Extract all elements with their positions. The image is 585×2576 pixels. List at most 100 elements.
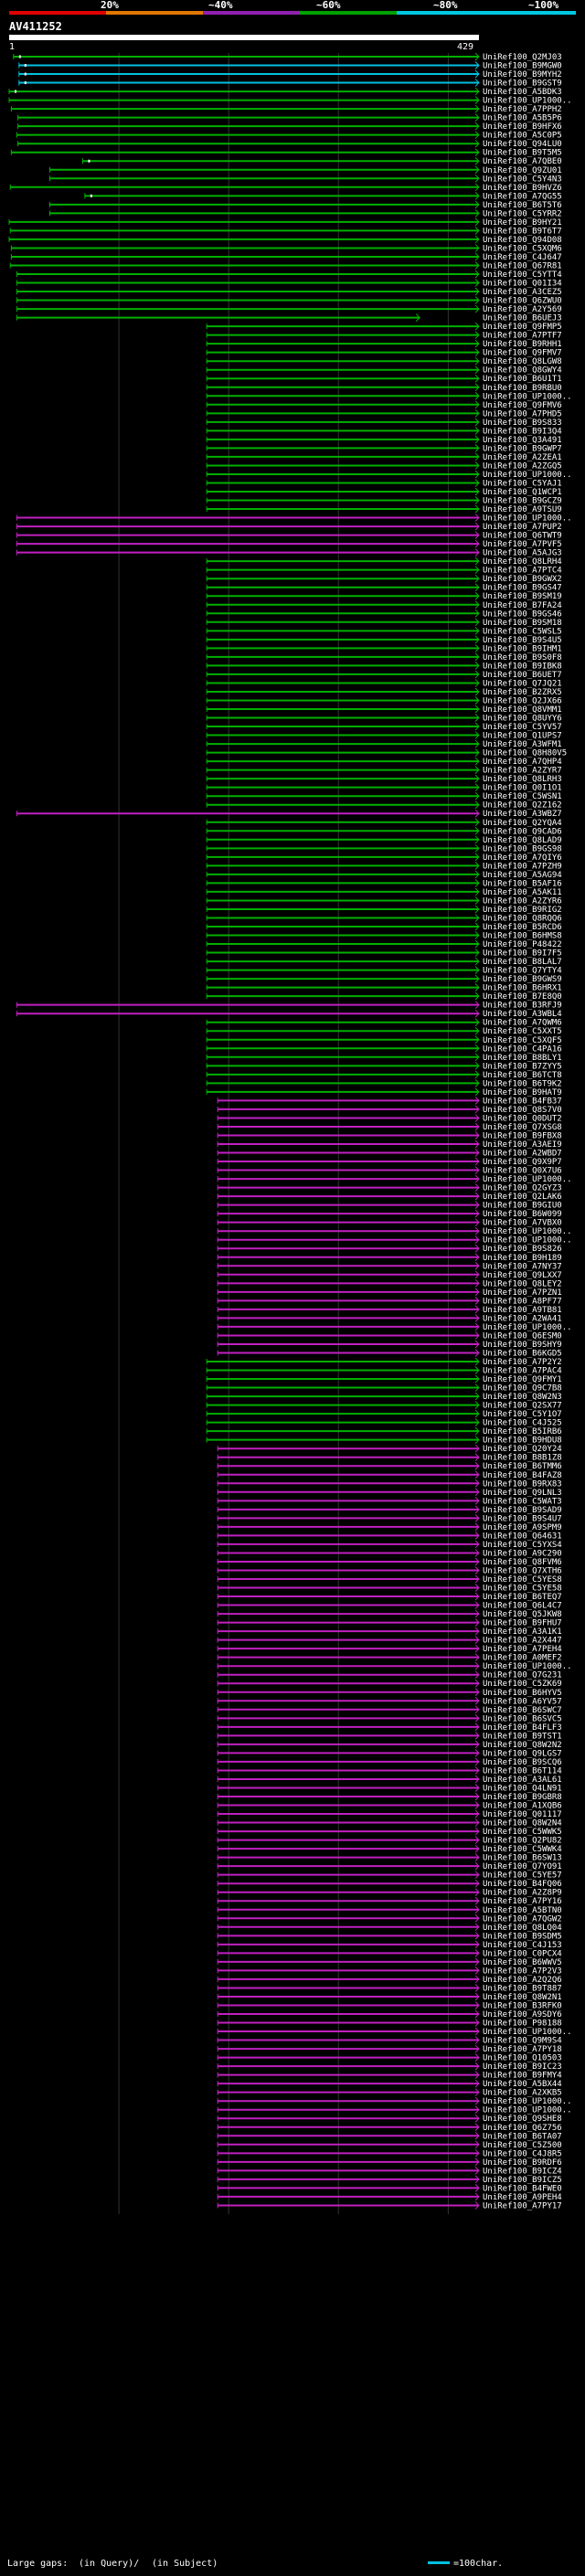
hit-row[interactable]: UniRef100_A7PAC4 bbox=[206, 1366, 562, 1376]
hit-row[interactable]: UniRef100_A7PZH9 bbox=[206, 862, 562, 871]
hit-label[interactable]: UniRef100_A7QWM6 bbox=[483, 1019, 562, 1028]
hit-row[interactable]: UniRef100_Q6L4C7 bbox=[217, 1601, 562, 1611]
hit-label[interactable]: UniRef100_P48422 bbox=[483, 940, 562, 949]
hit-label[interactable]: UniRef100_A7P2Y2 bbox=[483, 1358, 562, 1367]
hit-row[interactable]: UniRef100_B6T5T6 bbox=[48, 200, 562, 210]
hit-row[interactable]: UniRef100_B9I3Q4 bbox=[206, 427, 562, 436]
hit-row[interactable]: UniRef100_Q6ESM0 bbox=[217, 1331, 562, 1341]
hit-label[interactable]: UniRef100_A5C0P5 bbox=[483, 132, 562, 141]
hit-label[interactable]: UniRef100_Q9LGS7 bbox=[483, 1749, 562, 1758]
hit-row[interactable]: UniRef100_B9S833 bbox=[206, 418, 562, 428]
hit-row[interactable]: UniRef100_A9C290 bbox=[217, 1549, 562, 1558]
hit-row[interactable]: UniRef100_B6TA07 bbox=[217, 2131, 562, 2141]
hit-label[interactable]: UniRef100_Q0DUT2 bbox=[483, 1114, 562, 1123]
hit-row[interactable]: UniRef100_Q94D08 bbox=[8, 235, 562, 245]
hit-row[interactable]: UniRef100_C5Y4N3 bbox=[48, 174, 562, 184]
hit-label[interactable]: UniRef100_B9FBX8 bbox=[483, 1131, 562, 1140]
hit-label[interactable]: UniRef100_B9IC23 bbox=[483, 2062, 562, 2072]
hit-row[interactable]: UniRef100_C5Z500 bbox=[217, 2140, 562, 2150]
hit-label[interactable]: UniRef100_B9T887 bbox=[483, 1984, 562, 1993]
hit-label[interactable]: UniRef100_Q01I34 bbox=[483, 280, 562, 289]
hit-label[interactable]: UniRef100_Q6TWT9 bbox=[483, 532, 562, 541]
hit-row[interactable]: UniRef100_B8LAL7 bbox=[206, 957, 562, 967]
hit-label[interactable]: UniRef100_Q6L4C7 bbox=[483, 1602, 562, 1611]
hit-row[interactable]: UniRef100_Q8LEY2 bbox=[217, 1278, 562, 1288]
hit-row[interactable]: UniRef100_A7P2V3 bbox=[217, 1966, 562, 1976]
hit-row[interactable]: UniRef100_C5Y1O7 bbox=[206, 1409, 562, 1419]
hit-row[interactable]: UniRef100_Q01117 bbox=[217, 1809, 562, 1819]
hit-label[interactable]: UniRef100_B9SCQ6 bbox=[483, 1758, 562, 1767]
hit-row[interactable]: UniRef100_B4FB37 bbox=[217, 1097, 562, 1106]
hit-row[interactable]: UniRef100_A9TB81 bbox=[217, 1305, 562, 1315]
hit-label[interactable]: UniRef100_C5ZK69 bbox=[483, 1680, 562, 1689]
hit-row[interactable]: UniRef100_Q8W2N4 bbox=[217, 1818, 562, 1829]
hit-label[interactable]: UniRef100_B9S4U7 bbox=[483, 1514, 562, 1523]
hit-row[interactable]: UniRef100_B9FBX8 bbox=[217, 1131, 562, 1140]
hit-row[interactable]: UniRef100_A2WA41 bbox=[217, 1314, 562, 1323]
hit-row[interactable]: UniRef100_UP1000.. bbox=[217, 1661, 572, 1671]
hit-row[interactable]: UniRef100_C5WWK5 bbox=[217, 1827, 562, 1837]
hit-row[interactable]: UniRef100_Q8UYY6 bbox=[206, 714, 562, 724]
hit-row[interactable]: UniRef100_A5C0P5 bbox=[16, 131, 562, 141]
hit-label[interactable]: UniRef100_A9SPM9 bbox=[483, 1523, 562, 1532]
hit-row[interactable]: UniRef100_Q0I1O1 bbox=[206, 783, 562, 793]
hit-label[interactable]: UniRef100_Q8LQ04 bbox=[483, 1924, 562, 1933]
hit-row[interactable]: UniRef100_B6W099 bbox=[217, 1209, 562, 1219]
hit-row[interactable]: UniRef100_B6HRX1 bbox=[206, 983, 562, 993]
hit-row[interactable]: UniRef100_Q64631 bbox=[217, 1532, 562, 1541]
hit-row[interactable]: UniRef100_A7QBE0 bbox=[81, 156, 562, 166]
hit-row[interactable]: UniRef100_A0MEF2 bbox=[217, 1653, 562, 1663]
hit-row[interactable]: UniRef100_C4J525 bbox=[206, 1418, 562, 1428]
hit-label[interactable]: UniRef100_B9HVZ6 bbox=[483, 184, 562, 193]
hit-label[interactable]: UniRef100_Q2MJ03 bbox=[483, 53, 562, 62]
hit-label[interactable]: UniRef100_B6TEQ7 bbox=[483, 1593, 562, 1602]
hit-label[interactable]: UniRef100_B6UET7 bbox=[483, 671, 562, 680]
hit-label[interactable]: UniRef100_Q7YTY4 bbox=[483, 967, 562, 976]
hit-row[interactable]: UniRef100_Q2MJ03 bbox=[13, 52, 562, 62]
hit-row[interactable]: UniRef100_B9GIU0 bbox=[217, 1201, 562, 1211]
hit-label[interactable]: UniRef100_Q8LAD9 bbox=[483, 836, 562, 845]
hit-row[interactable]: UniRef100_A9SDY6 bbox=[217, 2009, 562, 2019]
hit-row[interactable]: UniRef100_B9H189 bbox=[217, 1253, 562, 1263]
hit-label[interactable]: UniRef100_B9MYH2 bbox=[483, 70, 562, 80]
hit-label[interactable]: UniRef100_C5XQM6 bbox=[483, 244, 562, 253]
hit-row[interactable]: UniRef100_B9SAD9 bbox=[217, 1505, 562, 1515]
hit-row[interactable]: UniRef100_B9RIG2 bbox=[206, 905, 562, 915]
hit-label[interactable]: UniRef100_Q6Z756 bbox=[483, 2124, 562, 2133]
hit-row[interactable]: UniRef100_Q8W2N1 bbox=[217, 1992, 562, 2002]
hit-row[interactable]: UniRef100_C5YAJ1 bbox=[206, 479, 562, 488]
hit-row[interactable]: UniRef100_A7PY17 bbox=[217, 2201, 562, 2210]
hit-row[interactable]: UniRef100_B9SCQ6 bbox=[217, 1757, 562, 1767]
hit-label[interactable]: UniRef100_Q8UYY6 bbox=[483, 715, 562, 724]
hit-row[interactable]: UniRef100_A8PF77 bbox=[217, 1297, 562, 1306]
hit-label[interactable]: UniRef100_Q4LN91 bbox=[483, 1784, 562, 1793]
hit-label[interactable]: UniRef100_Q94LU0 bbox=[483, 140, 562, 149]
hit-label[interactable]: UniRef100_A7NY37 bbox=[483, 1262, 562, 1271]
hit-label[interactable]: UniRef100_Q2GYZ3 bbox=[483, 1184, 562, 1193]
hit-label[interactable]: UniRef100_B6T9K2 bbox=[483, 1079, 562, 1088]
hit-label[interactable]: UniRef100_B9GWS9 bbox=[483, 975, 562, 984]
hit-label[interactable]: UniRef100_A3AEI9 bbox=[483, 1140, 562, 1150]
hit-row[interactable]: UniRef100_Q01I34 bbox=[16, 279, 562, 289]
hit-label[interactable]: UniRef100_B9RIG2 bbox=[483, 906, 562, 915]
hit-label[interactable]: UniRef100_B7ZYY5 bbox=[483, 1062, 562, 1071]
hit-row[interactable]: UniRef100_C5XQF5 bbox=[206, 1035, 562, 1045]
hit-label[interactable]: UniRef100_B2ZRX5 bbox=[483, 688, 562, 697]
hit-label[interactable]: UniRef100_Q1UPS7 bbox=[483, 732, 562, 741]
hit-label[interactable]: UniRef100_A5AG94 bbox=[483, 871, 562, 880]
hit-row[interactable]: UniRef100_Q8W2N2 bbox=[217, 1740, 562, 1750]
hit-row[interactable]: UniRef100_Q67R81 bbox=[9, 261, 562, 270]
hit-label[interactable]: UniRef100_B9GCZ9 bbox=[483, 497, 562, 506]
hit-row[interactable]: UniRef100_B8BLY1 bbox=[206, 1053, 562, 1063]
hit-label[interactable]: UniRef100_A7QHP4 bbox=[483, 758, 562, 767]
hit-row[interactable]: UniRef100_Q8LGW8 bbox=[206, 356, 562, 366]
hit-row[interactable]: UniRef100_B9IHM1 bbox=[206, 644, 562, 653]
hit-label[interactable]: UniRef100_Q8H80V5 bbox=[483, 749, 567, 758]
hit-row[interactable]: UniRef100_Q5JKW8 bbox=[217, 1609, 562, 1619]
hit-label[interactable]: UniRef100_B9ICZ4 bbox=[483, 2167, 562, 2176]
hit-label[interactable]: UniRef100_Q2PU82 bbox=[483, 1837, 562, 1846]
hit-label[interactable]: UniRef100_Q6ZWU0 bbox=[483, 297, 562, 306]
hit-label[interactable]: UniRef100_B6HRX1 bbox=[483, 984, 562, 993]
hit-label[interactable]: UniRef100_A7P2V3 bbox=[483, 1966, 562, 1976]
hit-label[interactable]: UniRef100_A1XQB6 bbox=[483, 1802, 562, 1811]
